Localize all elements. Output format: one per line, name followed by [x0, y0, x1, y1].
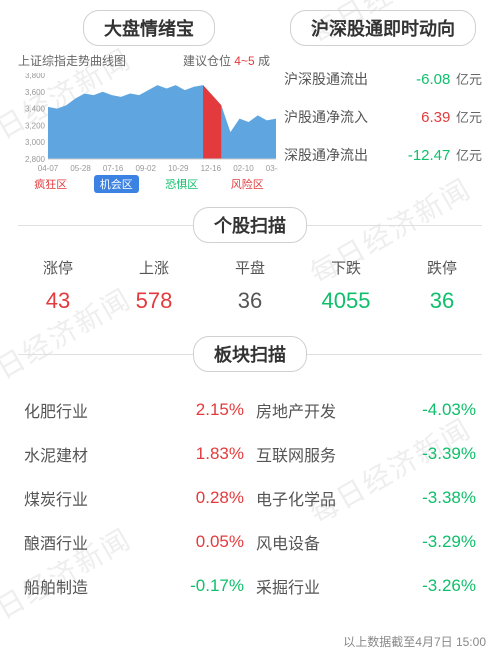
- sector-value: -0.17%: [190, 576, 244, 596]
- sector-name: 化肥行业: [24, 398, 88, 422]
- sector-value: -3.39%: [422, 444, 476, 464]
- flow-panel: 沪深股通即时动向 沪深股通流出 -6.08 亿元沪股通净流入 6.39 亿元深股…: [280, 10, 500, 193]
- sector-item: 酿酒行业 0.05%: [18, 520, 250, 564]
- flow-value: -12.47: [408, 147, 451, 164]
- svg-text:3,200: 3,200: [25, 121, 46, 130]
- stat-value: 578: [106, 288, 202, 314]
- sector-item: 风电设备 -3.29%: [250, 520, 482, 564]
- sectors-row: 化肥行业 2.15%水泥建材 1.83%煤炭行业 0.28%酿酒行业 0.05%…: [0, 382, 500, 614]
- flow-label: 深股通净流出: [284, 145, 368, 165]
- stat-col: 下跌 4055: [298, 257, 394, 314]
- sentiment-panel: 大盘情绪宝 上证综指走势曲线图 建议仓位 4~5 成 3,800 3,600 3,4…: [0, 10, 280, 193]
- sector-value: 0.05%: [196, 532, 244, 552]
- legend-item: 机会区: [94, 175, 139, 193]
- sector-name: 房地产开发: [256, 398, 336, 422]
- stockscan-row: 涨停 43上涨 578平盘 36下跌 4055跌停 36: [0, 253, 500, 322]
- sector-value: 1.83%: [196, 444, 244, 464]
- sector-name: 电子化学品: [256, 486, 336, 510]
- stat-col: 跌停 36: [394, 257, 490, 314]
- stat-label: 上涨: [106, 257, 202, 278]
- trend-chart: 3,800 3,600 3,400 3,200 3,000 2,80004-07 05-28…: [18, 73, 280, 173]
- sector-name: 风电设备: [256, 530, 320, 554]
- flow-item: 沪深股通流出 -6.08 亿元: [280, 60, 486, 98]
- svg-text:3,800: 3,800: [25, 73, 46, 80]
- svg-text:12-16: 12-16: [201, 164, 222, 173]
- sector-name: 水泥建材: [24, 442, 88, 466]
- advice-text: 建议仓位 4~5 成: [183, 52, 270, 69]
- svg-text:07-16: 07-16: [103, 164, 124, 173]
- stat-label: 跌停: [394, 257, 490, 278]
- sector-name: 互联网服务: [256, 442, 336, 466]
- sector-value: -3.26%: [422, 576, 476, 596]
- svg-text:03-30: 03-30: [266, 164, 278, 173]
- sector-name: 酿酒行业: [24, 530, 88, 554]
- chart-legend: 疯狂区 机会区 恐惧区 风险区: [18, 175, 280, 193]
- flow-unit: 亿元: [452, 110, 482, 125]
- sector-name: 采掘行业: [256, 574, 320, 598]
- svg-text:05-28: 05-28: [70, 164, 91, 173]
- stat-col: 上涨 578: [106, 257, 202, 314]
- svg-text:2,800: 2,800: [25, 155, 46, 164]
- sectors-title: 板块扫描: [193, 336, 307, 372]
- sector-item: 互联网服务 -3.39%: [250, 432, 482, 476]
- sector-value: 2.15%: [196, 400, 244, 420]
- sector-name: 船舶制造: [24, 574, 88, 598]
- stat-col: 平盘 36: [202, 257, 298, 314]
- svg-text:3,600: 3,600: [25, 88, 46, 97]
- svg-text:04-07: 04-07: [38, 164, 59, 173]
- flow-unit: 亿元: [452, 72, 482, 87]
- flow-item: 沪股通净流入 6.39 亿元: [280, 98, 486, 136]
- sector-item: 电子化学品 -3.38%: [250, 476, 482, 520]
- svg-text:3,400: 3,400: [25, 105, 46, 114]
- legend-item: 疯狂区: [28, 175, 73, 193]
- sentiment-title: 大盘情绪宝: [83, 10, 215, 46]
- stat-value: 36: [394, 288, 490, 314]
- flow-label: 沪深股通流出: [284, 69, 368, 89]
- stockscan-title: 个股扫描: [193, 207, 307, 243]
- stat-col: 涨停 43: [10, 257, 106, 314]
- sector-item: 水泥建材 1.83%: [18, 432, 250, 476]
- stat-label: 涨停: [10, 257, 106, 278]
- svg-text:02-10: 02-10: [233, 164, 254, 173]
- svg-text:09-02: 09-02: [135, 164, 156, 173]
- svg-text:10-29: 10-29: [168, 164, 189, 173]
- stat-label: 下跌: [298, 257, 394, 278]
- sector-item: 采掘行业 -3.26%: [250, 564, 482, 608]
- sector-value: -3.38%: [422, 488, 476, 508]
- flow-title: 沪深股通即时动向: [290, 10, 476, 46]
- legend-item: 恐惧区: [159, 175, 204, 193]
- sector-value: -4.03%: [422, 400, 476, 420]
- sector-item: 房地产开发 -4.03%: [250, 388, 482, 432]
- sector-name: 煤炭行业: [24, 486, 88, 510]
- sector-item: 船舶制造 -0.17%: [18, 564, 250, 608]
- footer-timestamp: 以上数据截至4月7日 15:00: [343, 633, 486, 650]
- sector-item: 煤炭行业 0.28%: [18, 476, 250, 520]
- flow-unit: 亿元: [452, 148, 482, 163]
- sector-value: 0.28%: [196, 488, 244, 508]
- sector-value: -3.29%: [422, 532, 476, 552]
- sector-item: 化肥行业 2.15%: [18, 388, 250, 432]
- flow-label: 沪股通净流入: [284, 107, 368, 127]
- stat-value: 4055: [298, 288, 394, 314]
- stat-value: 36: [202, 288, 298, 314]
- flow-item: 深股通净流出 -12.47 亿元: [280, 136, 486, 174]
- chart-subtitle: 上证综指走势曲线图: [18, 52, 126, 69]
- flow-value: -6.08: [416, 71, 450, 88]
- svg-text:3,000: 3,000: [25, 138, 46, 147]
- stat-value: 43: [10, 288, 106, 314]
- legend-item: 风险区: [225, 175, 270, 193]
- flow-value: 6.39: [421, 109, 450, 126]
- stat-label: 平盘: [202, 257, 298, 278]
